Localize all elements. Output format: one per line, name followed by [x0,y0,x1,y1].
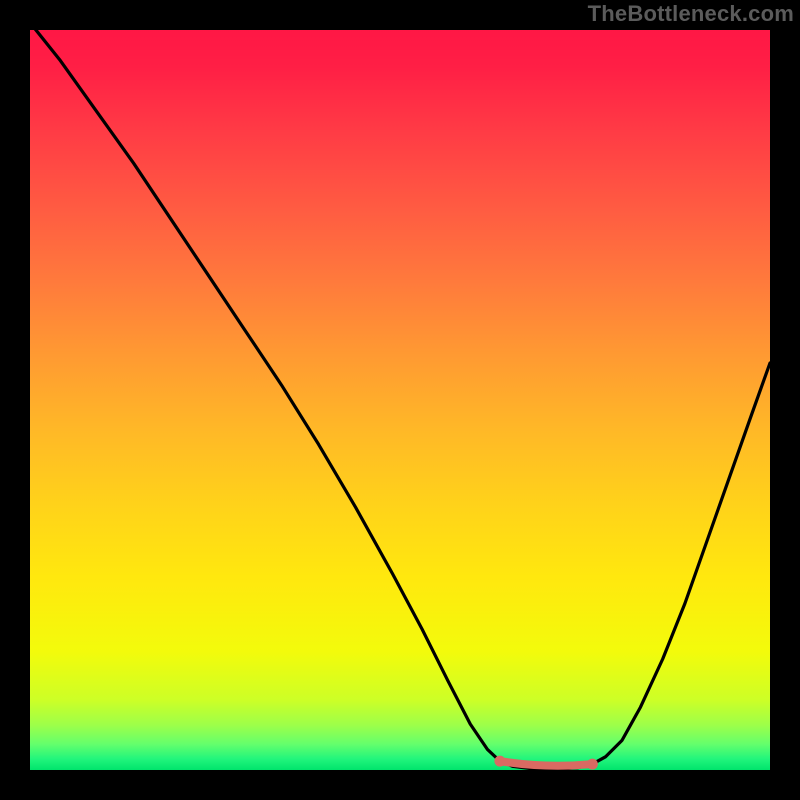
minimum-dot-right [587,759,598,770]
watermark-text: TheBottleneck.com [588,1,794,27]
plot-background [30,30,770,770]
minimum-band [500,761,593,766]
plot-svg [30,30,770,770]
chart-frame: TheBottleneck.com [0,0,800,800]
plot-area [30,30,770,770]
minimum-dot-left [494,756,505,767]
